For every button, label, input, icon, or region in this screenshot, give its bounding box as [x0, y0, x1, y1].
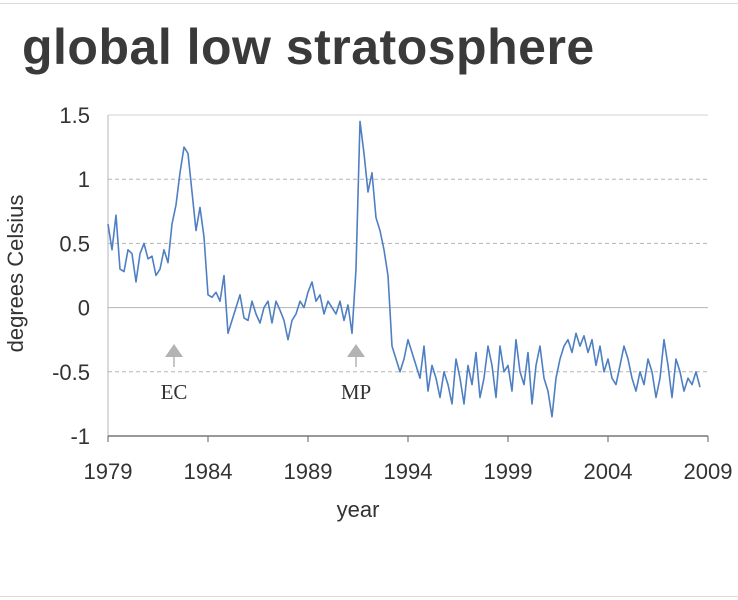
- y-tick-label: 1: [78, 167, 90, 192]
- series-line-0: [107, 120, 701, 418]
- y-axis-title: degrees Celsius: [3, 195, 28, 353]
- event-marker-triangle: [347, 344, 365, 357]
- annotations: EC MP: [161, 344, 371, 404]
- y-tick-label: 1.5: [59, 103, 90, 128]
- x-tick-label: 2004: [584, 459, 633, 484]
- y-tick-label: 0.5: [59, 231, 90, 256]
- x-tick-label: 1984: [184, 459, 233, 484]
- slide-top-rule: [0, 3, 738, 4]
- x-tick-label: 1979: [84, 459, 133, 484]
- slide-bottom-rule: [0, 596, 738, 597]
- x-tick-label: 1989: [284, 459, 333, 484]
- event-marker-triangle: [165, 344, 183, 357]
- event-label: MP: [341, 380, 371, 404]
- y-tick-label: -0.5: [52, 360, 90, 385]
- x-tick-label: 1999: [484, 459, 533, 484]
- x-tick-label: 2009: [684, 459, 733, 484]
- event-label: EC: [161, 380, 188, 404]
- y-tick-label: 0: [78, 296, 90, 321]
- series-layer: [107, 120, 701, 418]
- x-tick-label: 1994: [384, 459, 433, 484]
- x-axis-title: year: [337, 497, 380, 522]
- tick-labels: 1.5 1 0.5 0 -0.5 -1 1979 1984 1989 1994 1999 2004 20…: [52, 103, 732, 484]
- grid-lines: [107, 114, 708, 436]
- chart-title: global low stratosphere: [22, 19, 595, 75]
- y-tick-label: -1: [70, 424, 90, 449]
